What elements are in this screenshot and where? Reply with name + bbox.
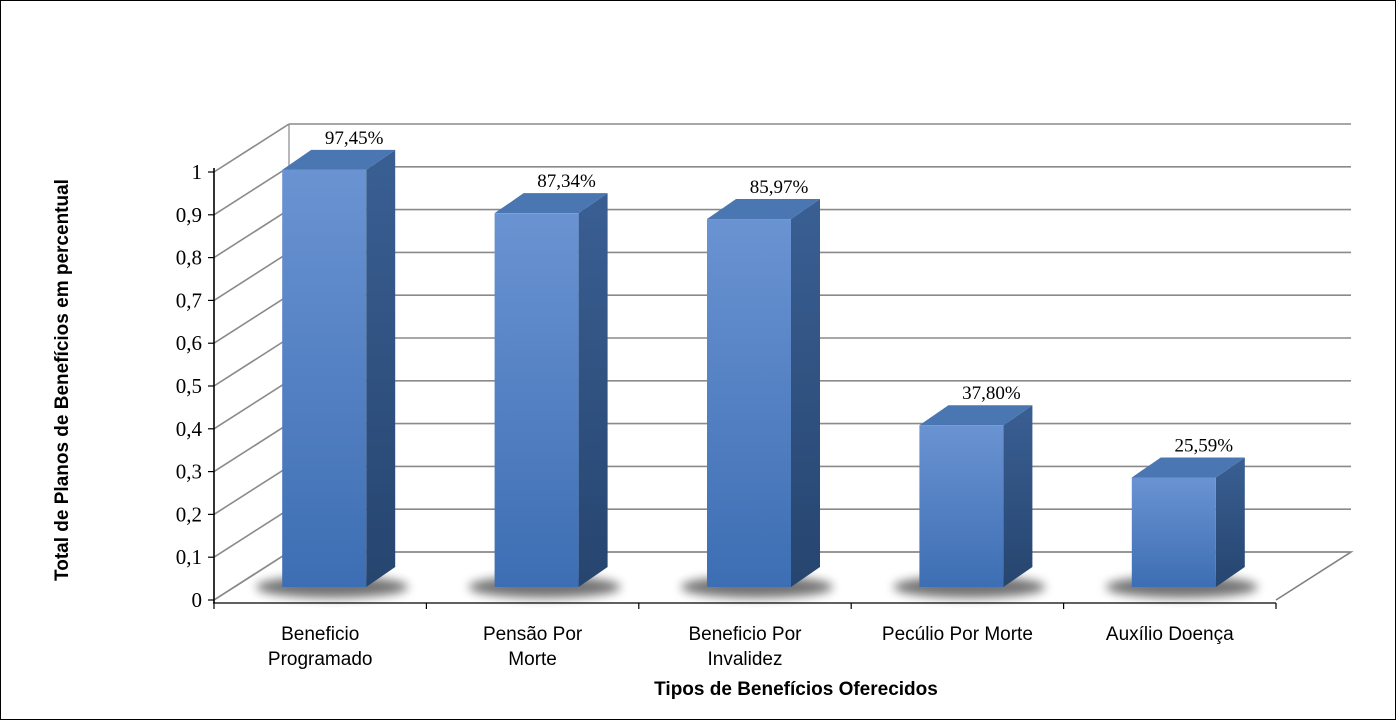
y-tick-label: 0,7 [176, 288, 202, 312]
gridline-diagonal [213, 508, 290, 558]
gridline-diagonal [213, 380, 290, 430]
y-tick-label: 0,6 [176, 331, 202, 355]
bar-top [707, 199, 820, 220]
bar-side [791, 199, 820, 587]
bar-side [366, 149, 396, 587]
y-tick-label: 0,3 [176, 460, 202, 484]
y-tick-label: 0,9 [176, 203, 202, 227]
bar [1131, 477, 1216, 587]
category-label: Beneficio [281, 624, 359, 645]
y-tick-label: 1 [192, 160, 203, 184]
y-tick-labels: 0 0,1 0,2 0,3 0,4 0,5 0,6 0,7 0,8 0,9 1 [176, 160, 203, 612]
data-labels: 97,45% 87,34% 85,97% 37,80% 25,59% [325, 128, 1233, 457]
category-labels: Beneficio Programado Pensão Por Morte Benefi… [268, 624, 1234, 670]
bar [707, 219, 791, 587]
gridline-diagonal [213, 166, 290, 216]
gridline-diagonal [213, 337, 290, 387]
bar-top [919, 405, 1033, 426]
x-axis-title: Tipos de Benefícios Oferecidos [654, 679, 938, 700]
y-tick-label: 0 [192, 588, 203, 612]
data-label: 25,59% [1175, 435, 1234, 456]
gridline-diagonal [213, 123, 290, 173]
gridline-diagonal [213, 251, 290, 302]
bar [494, 213, 579, 587]
gridline-diagonal [213, 208, 290, 259]
bar [282, 169, 367, 587]
bar [919, 425, 1004, 587]
bars [282, 149, 1245, 587]
category-label: Invalidez [708, 649, 783, 670]
data-label: 85,97% [750, 177, 809, 198]
y-tick-label: 0,8 [176, 246, 202, 270]
y-tick-label: 0,4 [176, 417, 203, 441]
bar-top [1131, 457, 1245, 478]
gridline-diagonal [213, 551, 290, 601]
data-label: 97,45% [325, 128, 384, 149]
axes [208, 168, 1277, 609]
data-label: 37,80% [962, 383, 1021, 404]
category-label: Pensão Por [483, 624, 583, 645]
data-label: 87,34% [537, 171, 596, 192]
y-tick-label: 0,1 [176, 545, 202, 569]
y-axis-title: Total de Planos de Benefícios em percent… [52, 179, 73, 581]
gridline-diagonal [213, 422, 290, 473]
bar-side [578, 193, 608, 587]
bar-side [1215, 457, 1245, 587]
category-label: Morte [508, 649, 557, 670]
bar-side [1003, 405, 1033, 587]
category-label: Beneficio Por [688, 624, 802, 645]
gridline-diagonal [213, 294, 290, 344]
y-tick-label: 0,5 [176, 374, 202, 398]
category-label: Programado [268, 649, 373, 670]
category-label: Auxílio Doença [1106, 624, 1234, 645]
bar-top [282, 149, 396, 170]
category-label: Pecúlio Por Morte [882, 624, 1033, 645]
gridline-diagonal [213, 465, 290, 516]
bar-top [494, 193, 608, 214]
y-tick-label: 0,2 [176, 502, 202, 526]
